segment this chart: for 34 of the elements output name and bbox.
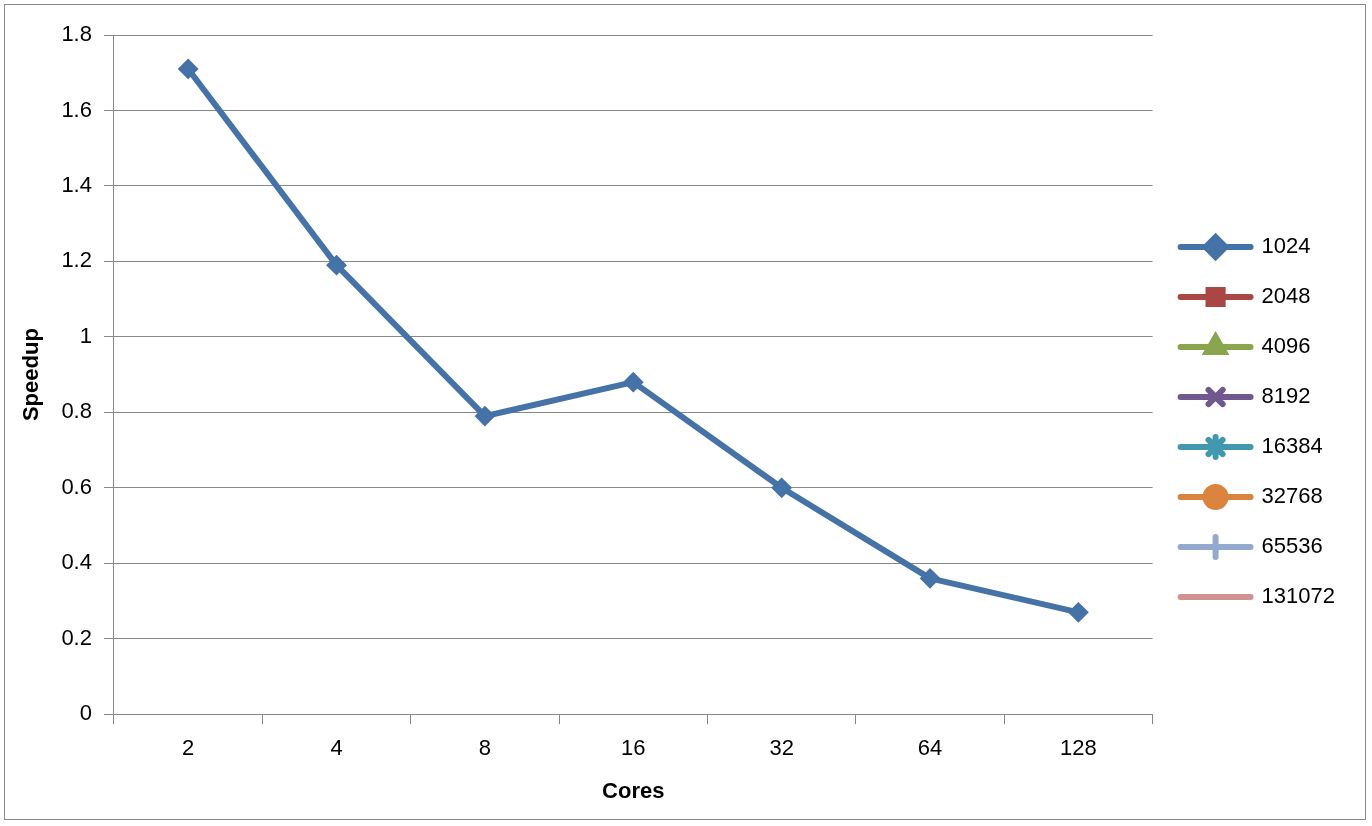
point bbox=[771, 477, 792, 498]
y-tick-label: 1 bbox=[79, 322, 92, 348]
legend-label: 2048 bbox=[1261, 283, 1311, 309]
y-tick-label: 0.4 bbox=[61, 549, 92, 575]
legend-label: 65536 bbox=[1261, 533, 1323, 559]
point bbox=[474, 406, 495, 427]
y-axis-title: Speedup bbox=[18, 328, 44, 422]
x-axis-title: Cores bbox=[602, 777, 665, 803]
point bbox=[623, 372, 644, 393]
x-tick-label: 128 bbox=[1060, 735, 1097, 761]
x-tick-label: 2 bbox=[182, 735, 195, 761]
y-tick-label: 0.2 bbox=[61, 624, 92, 650]
x-tick-label: 4 bbox=[330, 735, 343, 761]
y-tick-label: 0.8 bbox=[61, 398, 92, 424]
y-tick-label: 0.6 bbox=[61, 473, 92, 499]
x-tick-label: 16 bbox=[621, 735, 646, 761]
point bbox=[178, 58, 199, 79]
y-tick-label: 1.2 bbox=[61, 247, 92, 273]
legend-label: 131072 bbox=[1261, 583, 1336, 609]
legend-label: 16384 bbox=[1261, 433, 1323, 459]
legend-label: 8192 bbox=[1261, 383, 1311, 409]
y-tick-label: 0 bbox=[79, 700, 92, 726]
x-tick-label: 64 bbox=[917, 735, 943, 761]
point bbox=[1068, 602, 1089, 623]
x-tick-label: 32 bbox=[769, 735, 794, 761]
legend-label: 32768 bbox=[1261, 483, 1323, 509]
point bbox=[326, 255, 347, 276]
legend-label: 4096 bbox=[1261, 333, 1311, 359]
y-tick-label: 1.4 bbox=[61, 172, 92, 197]
point bbox=[920, 568, 941, 589]
y-tick-label: 1.6 bbox=[61, 96, 92, 122]
x-tick-label: 8 bbox=[478, 735, 492, 761]
legend-label: 1024 bbox=[1261, 233, 1311, 259]
y-tick-label: 1.8 bbox=[61, 21, 92, 47]
